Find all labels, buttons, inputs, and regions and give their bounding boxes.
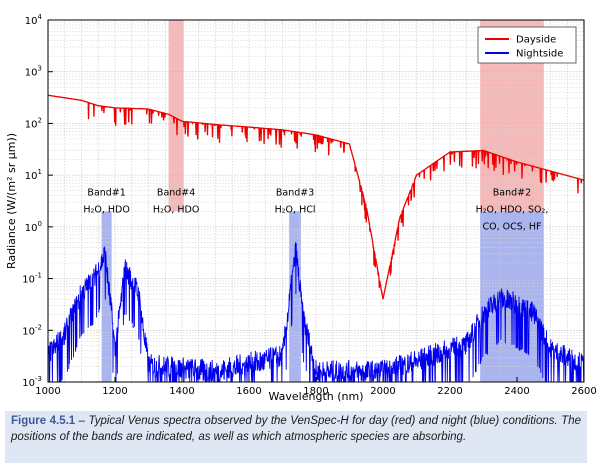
legend-box [477,26,577,64]
band-region-0 [101,211,112,382]
series-lines [47,94,585,383]
band-region-night-3 [480,211,544,382]
y-tick-label-3: 100 [25,220,42,234]
band-region-2 [289,211,301,382]
caption-text: Typical Venus spectra observed by the Ve… [11,415,581,443]
x-tick-label-1: 1200 [102,386,127,397]
legend: Dayside Nightside [477,26,577,64]
y-tick-label-7: 104 [25,13,43,27]
x-tick-label-6: 2200 [437,386,462,397]
y-tick-label-6: 103 [25,65,42,79]
band-species-3: H₂O, HDO, SO₂, [476,204,549,215]
band-species-0: H₂O, HDO [83,204,129,215]
band-labels: Band#1 H₂O, HDO Band#4 H₂O, HDO Band#3 H₂O, H… [83,188,548,233]
spectra-chart: 1000 1200 1400 1600 1800 2000 2200 2400 2600 10-3… [5,13,597,403]
figure-label: Figure 4.5.1 [11,415,76,427]
band-species2-3: CO, OCS, HF [482,222,541,233]
y-tick-label-0: 10-3 [22,375,42,389]
y-tick-label-2: 10-1 [22,272,42,286]
band-name-0: Band#1 [87,188,125,199]
caption-dash: – [75,415,89,427]
y-tick-label-1: 10-2 [22,323,42,337]
band-species-1: H₂O, HDO [153,204,199,215]
band-region-1 [168,20,184,212]
y-tick-label-5: 102 [25,116,42,130]
x-tick-label-2: 1400 [169,386,194,397]
x-tick-label-8: 2600 [571,386,596,397]
series-line-nightside [47,242,585,383]
legend-label-0: Dayside [516,35,556,46]
series-line-dayside [48,94,585,300]
figure-caption: Figure 4.5.1 – Typical Venus spectra obs… [5,411,587,463]
legend-label-1: Nightside [516,49,563,60]
axes: 1000 1200 1400 1600 1800 2000 2200 2400 2600 10-3… [22,13,596,397]
x-tick-label-3: 1600 [236,386,261,397]
x-tick-label-5: 2000 [370,386,395,397]
x-axis-label: Wavelength (nm) [268,390,363,403]
y-axis-label: Radiance (W/(m² sr µm)) [5,133,18,269]
x-tick-label-7: 2400 [504,386,529,397]
band-name-1: Band#4 [157,188,195,199]
band-name-3: Band#2 [493,188,531,199]
x-tick-label-4: 1800 [303,386,328,397]
band-name-2: Band#3 [276,188,314,199]
band-species-2: H₂O, HCl [275,204,316,215]
y-tick-label-4: 101 [25,168,42,182]
x-tick-label-0: 1000 [35,386,60,397]
